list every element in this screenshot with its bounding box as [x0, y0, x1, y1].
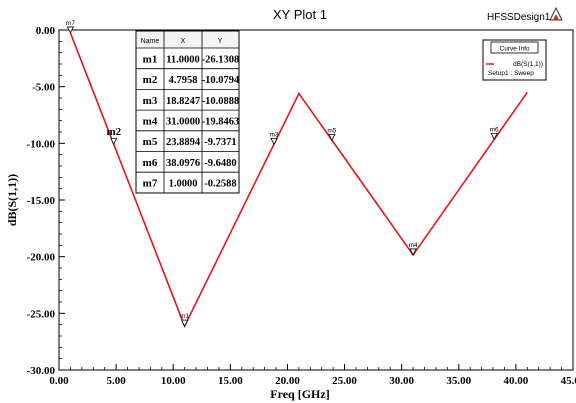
marker-table-header-y: Y: [218, 38, 223, 45]
marker-table-cell-y: -26.1308: [202, 54, 240, 65]
x-tick-label: 40.00: [504, 375, 529, 387]
marker-table-cell-y: -19.8463: [202, 116, 240, 127]
y-axis-label: dB(S(1,1)): [5, 174, 19, 226]
legend-title-box: [490, 41, 539, 54]
marker-triangle: [328, 133, 336, 142]
marker-table-cell-name: m3: [143, 95, 158, 107]
x-tick-label: 35.00: [446, 375, 471, 387]
series-layer: [69, 32, 528, 329]
x-tick-label: 25.00: [332, 375, 357, 387]
marker-table: Name X Y m1 11.0000 -26.1308 m2 4.7958 -10.07…: [135, 30, 240, 194]
marker-table-cell-y: -0.2588: [204, 179, 236, 190]
y-tick-label: -20.00: [27, 252, 56, 264]
marker-table-header-bg: [137, 32, 238, 48]
x-tick-label: 20.00: [275, 375, 300, 387]
y-tick-label: -25.00: [27, 308, 56, 320]
marker-triangle: [180, 319, 189, 328]
marker-table-cell-y: -10.0794: [202, 75, 240, 86]
legend-entry-sublabel: Setup1 : Sweep: [488, 70, 534, 77]
marker-triangle: [490, 132, 498, 141]
series-line: [69, 32, 528, 329]
x-tick-label: 30.00: [389, 375, 414, 387]
marker-table-cell-name: m4: [143, 115, 158, 127]
marker-table-cell-y: -9.6480: [204, 158, 236, 169]
y-axis: 0.00 -5.00 -10.00 -15.00 -20.00 -25.00 -30.00: [27, 25, 65, 377]
marker-table-cell-name: m5: [143, 136, 158, 148]
markers-layer: m1 m2 m3 m4 m5 m6 m7: [66, 20, 499, 328]
marker-triangle: [270, 137, 278, 146]
marker-table-cell-x: 31.0000: [166, 116, 200, 127]
marker-table-border: [135, 30, 240, 194]
x-axis-label: Freq [GHz]: [270, 387, 329, 401]
marker-triangle: [66, 26, 75, 34]
y-tick-label: -5.00: [32, 82, 55, 94]
marker-label: m6: [490, 126, 499, 133]
marker-label: m1: [180, 313, 189, 320]
y-tick-label: -10.00: [27, 138, 56, 150]
y-tick-label: -30.00: [27, 365, 56, 377]
marker-table-cell-x: 1.0000: [169, 179, 198, 190]
marker-table-cell-x: 38.0976: [166, 158, 200, 169]
marker-label: m5: [327, 127, 336, 134]
ansys-logo-icon: [549, 6, 563, 21]
marker-label: m7: [66, 20, 75, 27]
marker-triangle: [409, 248, 417, 256]
chart-title: XY Plot 1: [273, 7, 327, 22]
x-tick-label: 5.00: [106, 375, 126, 387]
x-tick-label: 0.00: [49, 375, 69, 387]
x-tick-label: 10.00: [161, 375, 186, 387]
x-tick-label: 15.00: [218, 375, 243, 387]
marker-table-cell-y: -9.7371: [204, 137, 236, 148]
marker-label: m3: [270, 131, 279, 138]
marker-table-header-name: Name: [141, 38, 160, 45]
marker-label: m2: [106, 126, 121, 138]
y-tick-label: -15.00: [27, 195, 56, 207]
y-tick-label: 0.00: [36, 25, 56, 37]
marker-table-cell-x: 11.0000: [166, 54, 200, 65]
x-tick-label: 45.00: [561, 375, 576, 387]
marker-label: m4: [409, 242, 418, 249]
marker-table-cell-name: m2: [143, 74, 158, 86]
marker-table-header-x: X: [181, 38, 186, 45]
legend: Curve Info dB(S(1,1)) Setup1 : Sweep: [482, 39, 547, 81]
marker-table-cell-x: 18.8247: [166, 96, 200, 107]
marker-triangle: [110, 137, 118, 146]
design-name: HFSSDesign1: [487, 12, 551, 23]
marker-table-cell-name: m6: [143, 157, 158, 169]
x-axis: 0.00 5.00 10.00 15.00 20.00 25.00 30.00 35.00 40…: [49, 364, 576, 387]
marker-table-cell-y: -10.0888: [202, 96, 240, 107]
legend-entry-label: dB(S(1,1)): [513, 61, 543, 68]
marker-table-cell-x: 23.8894: [166, 137, 201, 148]
marker-table-cell-name: m1: [143, 53, 158, 65]
marker-table-cell-x: 4.7958: [169, 75, 198, 86]
marker-table-cell-name: m7: [143, 178, 158, 190]
legend-title: Curve Info: [500, 46, 530, 53]
